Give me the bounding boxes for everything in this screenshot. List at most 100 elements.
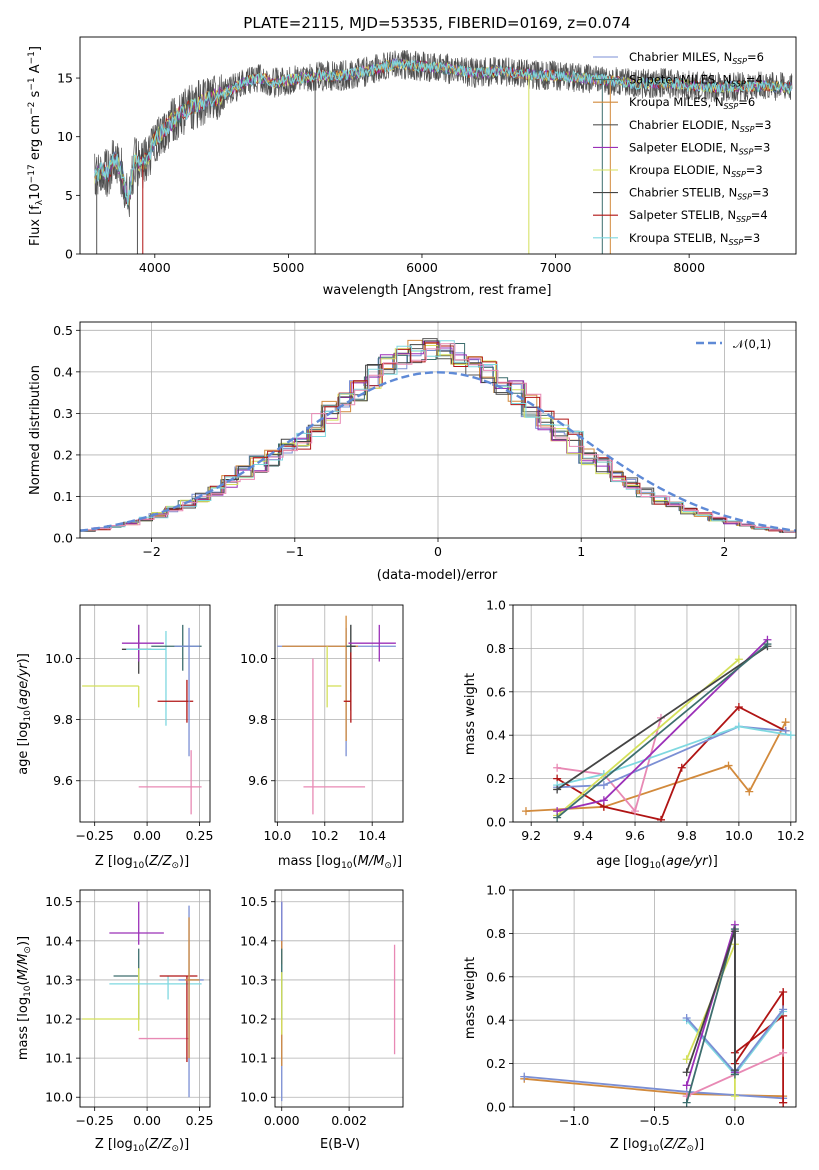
legend-label: Kroupa MILES, NSSP=6 bbox=[629, 95, 755, 111]
y-tick-label: 0.1 bbox=[53, 489, 73, 504]
legend-label: Kroupa ELODIE, NSSP=3 bbox=[629, 163, 763, 179]
y-tick-label: 0.0 bbox=[53, 531, 73, 546]
x-tick-label: 0 bbox=[434, 544, 442, 559]
x-tick-label: −0.25 bbox=[76, 828, 114, 843]
y-tick-label: 1.0 bbox=[486, 598, 506, 613]
age-mass-xlabel: mass [log10(M/M⊙)] bbox=[278, 854, 402, 871]
weight-marker bbox=[521, 807, 530, 816]
y-tick-label: 0.8 bbox=[486, 641, 506, 656]
data-layer bbox=[281, 901, 396, 1102]
weight-line-3 bbox=[557, 725, 786, 789]
weight-line-7 bbox=[556, 645, 768, 791]
y-tick-label: 0.0 bbox=[486, 1100, 506, 1115]
age-z-ylabel: age [log10(age/yr)] bbox=[16, 653, 33, 775]
weight-marker bbox=[553, 763, 562, 772]
y-tick-label: 9.6 bbox=[53, 773, 73, 788]
weight-marker bbox=[599, 796, 608, 805]
spectrum-panel: PLATE=2115, MJD=53535, FIBERID=0169, z=0… bbox=[27, 14, 797, 298]
y-tick-label: 0.5 bbox=[53, 323, 73, 338]
y-tick-label: 0.3 bbox=[53, 406, 73, 421]
histogram-step-4 bbox=[80, 340, 796, 533]
x-tick-label: 4000 bbox=[139, 260, 171, 275]
data-layer bbox=[521, 635, 795, 822]
weight-marker bbox=[553, 813, 562, 822]
x-tick-label: 9.8 bbox=[677, 828, 697, 843]
weight-marker bbox=[779, 1098, 788, 1107]
x-tick-label: 10.2 bbox=[777, 828, 805, 843]
x-tick-label: −1 bbox=[286, 544, 304, 559]
x-tick-label: 9.2 bbox=[521, 828, 541, 843]
y-tick-label: 10.4 bbox=[45, 933, 73, 948]
plot-layer bbox=[80, 605, 210, 822]
spectrum-ylabel: Flux [fλ10−17 erg cm−2 s−1 A−1] bbox=[27, 46, 45, 246]
x-tick-label: 5000 bbox=[272, 260, 304, 275]
y-tick-label: 5 bbox=[65, 188, 73, 203]
y-tick-label: 10.0 bbox=[45, 651, 73, 666]
weight-marker bbox=[553, 785, 562, 794]
weight-marker bbox=[734, 702, 743, 711]
mass-vs-z-panel: mass [log10(M/M⊙)] Z [log10(Z/Z⊙)] −0.25… bbox=[16, 889, 214, 1154]
weight-marker bbox=[682, 1098, 691, 1107]
x-tick-label: 9.6 bbox=[625, 828, 645, 843]
weight-marker bbox=[677, 763, 686, 772]
weight-z-xlabel: Z [log10(Z/Z⊙)] bbox=[610, 1137, 704, 1154]
spectrum-legend: Chabrier MILES, NSSP=6 Salpeter MILES, NS… bbox=[593, 50, 771, 247]
y-tick-label: 10.4 bbox=[240, 933, 268, 948]
x-tick-label: 0.25 bbox=[186, 1113, 214, 1128]
spectrum-xlabel: wavelength [Angstrom, rest frame] bbox=[323, 283, 552, 298]
age-z-xlabel: Z [log10(Z/Z⊙)] bbox=[95, 854, 189, 871]
y-tick-label: 0.4 bbox=[486, 728, 506, 743]
weight-marker bbox=[682, 1068, 691, 1077]
y-tick-label: 15 bbox=[57, 71, 73, 86]
residual-histogram-panel: Normed distribution (data-model)/error −… bbox=[28, 321, 797, 583]
y-tick-label: 10 bbox=[57, 129, 73, 144]
histogram-ylabel: Normed distribution bbox=[28, 365, 43, 495]
y-tick-label: 0.8 bbox=[486, 926, 506, 941]
x-tick-label: 6000 bbox=[406, 260, 438, 275]
x-tick-label: 9.4 bbox=[573, 828, 593, 843]
legend-label: Salpeter STELIB, NSSP=4 bbox=[629, 208, 768, 224]
data-layer bbox=[80, 338, 796, 533]
x-tick-label: 1 bbox=[577, 544, 585, 559]
weight-marker bbox=[734, 722, 743, 731]
legend-label: Chabrier STELIB, NSSP=3 bbox=[629, 186, 769, 202]
x-tick-label: 10.4 bbox=[358, 828, 386, 843]
mass-vs-ebv-panel: E(B-V) 0.000 0.002 10.0 10.1 10.2 10.3 10.4 10.… bbox=[240, 889, 404, 1152]
legend-label: Salpeter ELODIE, NSSP=3 bbox=[629, 140, 770, 156]
weight-marker bbox=[779, 987, 788, 996]
y-tick-label: 9.6 bbox=[248, 773, 268, 788]
axes-frame bbox=[274, 604, 404, 823]
weight-line-4 bbox=[556, 725, 791, 786]
histogram-xlabel: (data-model)/error bbox=[377, 568, 498, 583]
plot-layer bbox=[275, 605, 403, 822]
y-tick-label: 10.3 bbox=[45, 972, 73, 987]
x-tick-label: 0.25 bbox=[186, 828, 214, 843]
y-tick-label: 0.4 bbox=[53, 364, 73, 379]
y-tick-label: 10.0 bbox=[240, 651, 268, 666]
weight-marker bbox=[730, 927, 739, 936]
y-tick-label: 9.8 bbox=[248, 712, 268, 727]
data-layer bbox=[520, 920, 788, 1107]
weight-line-2 bbox=[556, 717, 662, 813]
x-tick-label: 0.000 bbox=[264, 1113, 300, 1128]
x-tick-label: 10.0 bbox=[263, 828, 291, 843]
chart-title: PLATE=2115, MJD=53535, FIBERID=0169, z=0… bbox=[243, 14, 630, 32]
weight-marker bbox=[763, 640, 772, 649]
weight-marker bbox=[730, 1092, 739, 1101]
y-tick-label: 10.1 bbox=[240, 1051, 268, 1066]
legend-label: 𝒩(0,1) bbox=[733, 337, 771, 351]
x-tick-label: −0.5 bbox=[639, 1113, 669, 1128]
y-tick-label: 1.0 bbox=[486, 883, 506, 898]
legend-label: Kroupa STELIB, NSSP=3 bbox=[629, 231, 760, 247]
weight-z-ylabel: mass weight bbox=[463, 957, 478, 1039]
y-tick-label: 10.2 bbox=[240, 1012, 268, 1027]
legend-label: Salpeter MILES, NSSP=4 bbox=[629, 73, 763, 89]
legend-label: Chabrier MILES, NSSP=6 bbox=[629, 50, 764, 66]
y-tick-label: 0.6 bbox=[486, 969, 506, 984]
weight-age-xlabel: age [log10(age/yr)] bbox=[596, 854, 718, 871]
spectrum-line-1 bbox=[94, 58, 792, 208]
x-tick-label: 10.0 bbox=[725, 828, 753, 843]
weight-marker bbox=[734, 655, 743, 664]
x-tick-label: 0.002 bbox=[331, 1113, 367, 1128]
y-tick-label: 0.2 bbox=[486, 1056, 506, 1071]
